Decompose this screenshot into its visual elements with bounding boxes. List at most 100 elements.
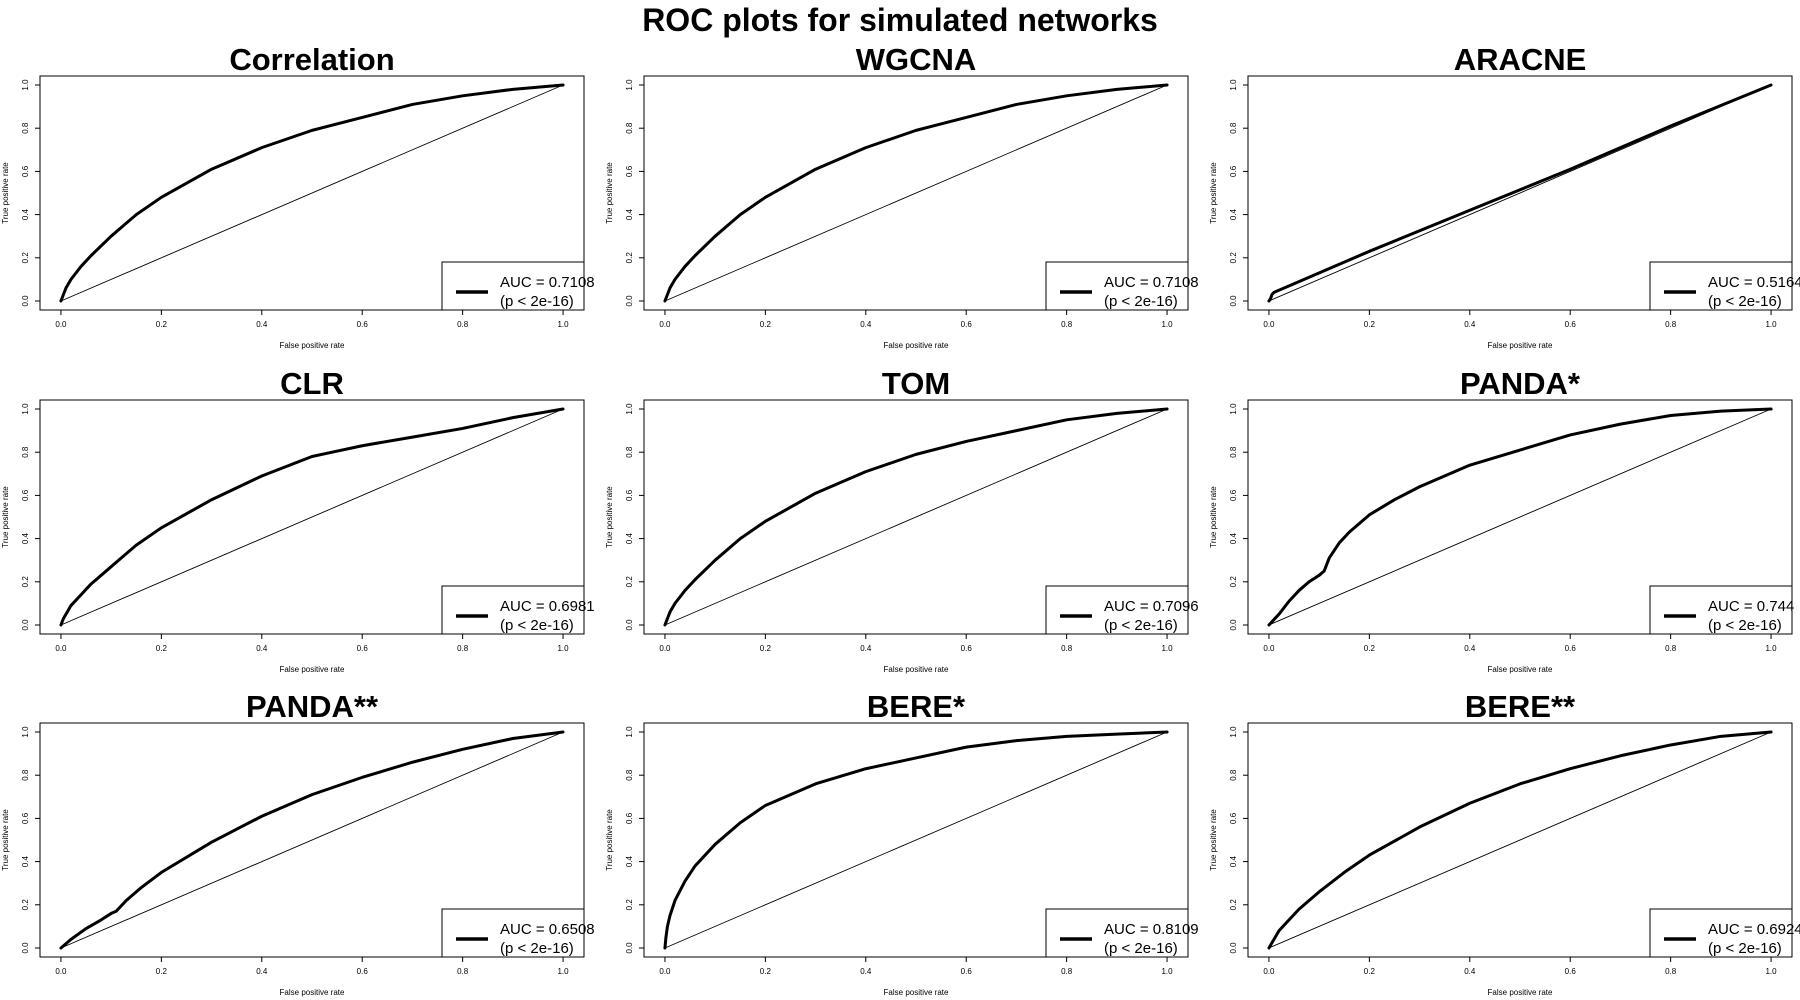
y-tick-label: 0.6 [21,489,30,501]
roc-curve [663,407,1169,627]
legend-auc: AUC = 0.5164 [1708,274,1800,291]
y-tick-label: 1.0 [21,79,30,91]
panel-title: CLR [280,366,344,401]
legend-pvalue: (p < 2e-16) [500,940,574,957]
legend-box [1045,908,1189,958]
x-tick-label: 0.0 [55,967,67,976]
legend-pvalue: (p < 2e-16) [1708,617,1782,634]
x-axis-label: False positive rate [1488,665,1553,674]
y-tick-label: 0.6 [1229,489,1238,501]
x-tick-label: 0.6 [961,320,973,329]
x-tick-label: 0.6 [357,967,369,976]
x-tick-label: 0.4 [860,644,872,653]
roc-curve [59,83,565,303]
y-tick-label: 0.4 [625,208,634,220]
y-tick-label: 0.6 [625,489,634,501]
plot-frame [1247,75,1793,311]
y-tick-label: 0.0 [21,619,30,631]
y-tick-label: 0.8 [21,122,30,134]
x-tick-label: 0.2 [1364,644,1376,653]
roc-panel: PANDA* 0.0 0.2 0.4 0.6 0.8 1.0 0.0 0.2 0.4 0.6 0.8 1… [1209,366,1794,674]
y-tick-label: 1.0 [1229,403,1238,415]
roc-panel: ARACNE 0.0 0.2 0.4 0.6 0.8 1.0 0.0 0.2 0.4 0.6 0.8 1… [1209,42,1800,350]
x-tick-label: 0.2 [156,967,168,976]
panel-title: PANDA** [246,689,379,724]
y-tick-label: 0.2 [1229,899,1238,911]
reference-diagonal-line [664,731,1168,949]
y-tick-label: 1.0 [1229,726,1238,738]
panel-title: WGCNA [856,42,977,77]
y-tick-label: 0.8 [21,446,30,458]
x-tick-label: 0.6 [1565,967,1577,976]
reference-diagonal-line [60,408,564,626]
roc-curve [663,730,1169,950]
x-tick-label: 1.0 [557,967,569,976]
x-axis-label: False positive rate [1488,988,1553,997]
x-tick-label: 1.0 [1161,967,1173,976]
plot-frame [39,722,585,958]
legend-box [1045,261,1189,311]
legend-pvalue: (p < 2e-16) [1104,293,1178,310]
x-tick-label: 1.0 [1161,320,1173,329]
legend-auc: AUC = 0.7096 [1104,598,1199,615]
legend-auc: AUC = 0.744 [1708,598,1794,615]
y-tick-label: 0.2 [21,899,30,911]
y-tick-label: 0.2 [625,252,634,264]
roc-curve [59,407,565,627]
y-axis-label: True positive rate [1209,486,1218,548]
y-tick-label: 0.0 [625,295,634,307]
reference-diagonal-line [664,84,1168,302]
y-tick-label: 0.8 [625,446,634,458]
y-tick-label: 0.0 [1229,942,1238,954]
x-tick-label: 0.8 [1061,644,1073,653]
y-tick-label: 0.6 [1229,165,1238,177]
x-tick-label: 0.2 [1364,320,1376,329]
y-tick-label: 0.8 [1229,122,1238,134]
plot-frame [643,399,1189,635]
legend-auc: AUC = 0.7108 [1104,274,1199,291]
y-tick-label: 0.2 [21,252,30,264]
y-tick-label: 0.8 [1229,769,1238,781]
plot-frame [643,722,1189,958]
legend-pvalue: (p < 2e-16) [500,293,574,310]
reference-diagonal-line [1268,731,1772,949]
y-axis-label: True positive rate [605,809,614,871]
x-tick-label: 0.2 [760,644,772,653]
x-tick-label: 1.0 [1161,644,1173,653]
x-tick-label: 0.4 [256,320,268,329]
legend-box [441,585,585,635]
x-tick-label: 0.2 [1364,967,1376,976]
x-tick-label: 1.0 [557,320,569,329]
x-tick-label: 0.4 [1464,644,1476,653]
y-tick-label: 1.0 [21,726,30,738]
y-tick-label: 0.4 [1229,208,1238,220]
y-tick-label: 0.6 [625,812,634,824]
x-tick-label: 0.4 [1464,967,1476,976]
y-tick-label: 0.4 [1229,532,1238,544]
x-tick-label: 0.4 [860,320,872,329]
x-tick-label: 0.8 [457,967,469,976]
reference-diagonal-line [1268,84,1772,302]
roc-curve [1267,407,1773,627]
y-tick-label: 0.8 [1229,446,1238,458]
y-tick-label: 0.2 [625,576,634,588]
y-tick-label: 0.4 [625,855,634,867]
y-tick-label: 0.0 [1229,619,1238,631]
roc-panel: PANDA** 0.0 0.2 0.4 0.6 0.8 1.0 0.0 0.2 0.4 0.6 0.8… [1,689,595,997]
x-tick-label: 0.6 [357,644,369,653]
legend-pvalue: (p < 2e-16) [1104,940,1178,957]
y-tick-label: 0.2 [625,899,634,911]
x-axis-label: False positive rate [280,988,345,997]
x-tick-label: 0.0 [1263,320,1275,329]
roc-panel: WGCNA 0.0 0.2 0.4 0.6 0.8 1.0 0.0 0.2 0.4 0.6 0.8 1.… [605,42,1199,350]
y-axis-label: True positive rate [1209,162,1218,224]
x-tick-label: 0.2 [156,320,168,329]
plot-frame [1247,399,1793,635]
x-tick-label: 0.0 [55,320,67,329]
legend-auc: AUC = 0.6508 [500,921,595,938]
legend-pvalue: (p < 2e-16) [500,617,574,634]
y-axis-label: True positive rate [1,486,10,548]
legend-box [1045,585,1189,635]
x-tick-label: 0.0 [659,967,671,976]
reference-diagonal-line [60,731,564,949]
